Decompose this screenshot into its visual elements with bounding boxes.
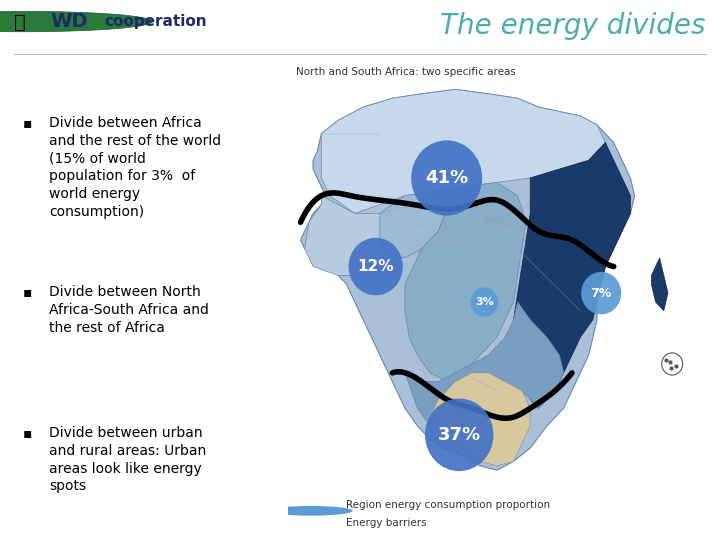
Polygon shape [513,143,631,408]
Text: cooperation: cooperation [104,14,207,29]
Polygon shape [300,90,634,470]
Text: 7%: 7% [590,287,612,300]
Polygon shape [405,302,564,426]
Circle shape [425,399,493,471]
Polygon shape [652,258,668,311]
Text: ▪: ▪ [22,116,32,130]
Polygon shape [430,373,530,466]
Polygon shape [305,195,405,275]
Text: 12%: 12% [357,259,394,274]
Text: ▪: ▪ [22,285,32,299]
Text: Energy barriers: Energy barriers [346,518,427,528]
Text: Divide between Africa
and the rest of the world
(15% of world
population for 3% : Divide between Africa and the rest of th… [49,116,221,219]
Text: ▪: ▪ [22,426,32,440]
Text: 🌍: 🌍 [14,13,26,32]
Circle shape [411,140,482,215]
Text: 37%: 37% [438,426,481,444]
Polygon shape [405,183,526,382]
Circle shape [581,272,621,314]
Text: Region energy consumption proportion: Region energy consumption proportion [346,500,551,510]
Circle shape [348,238,403,295]
Circle shape [470,287,498,316]
Text: 41%: 41% [425,169,468,187]
Text: Divide between urban
and rural areas: Urban
areas look like energy
spots: Divide between urban and rural areas: Ur… [49,426,207,494]
Text: 3%: 3% [475,297,494,307]
Circle shape [269,506,353,516]
Circle shape [0,11,153,32]
Polygon shape [380,191,446,258]
Text: North and South Africa: two specific areas: North and South Africa: two specific are… [297,68,516,77]
Text: Divide between North
Africa-South Africa and
the rest of Africa: Divide between North Africa-South Africa… [49,285,209,335]
Polygon shape [321,90,606,213]
Circle shape [662,353,683,375]
Text: The energy divides: The energy divides [440,11,706,39]
Text: WD: WD [50,12,88,31]
